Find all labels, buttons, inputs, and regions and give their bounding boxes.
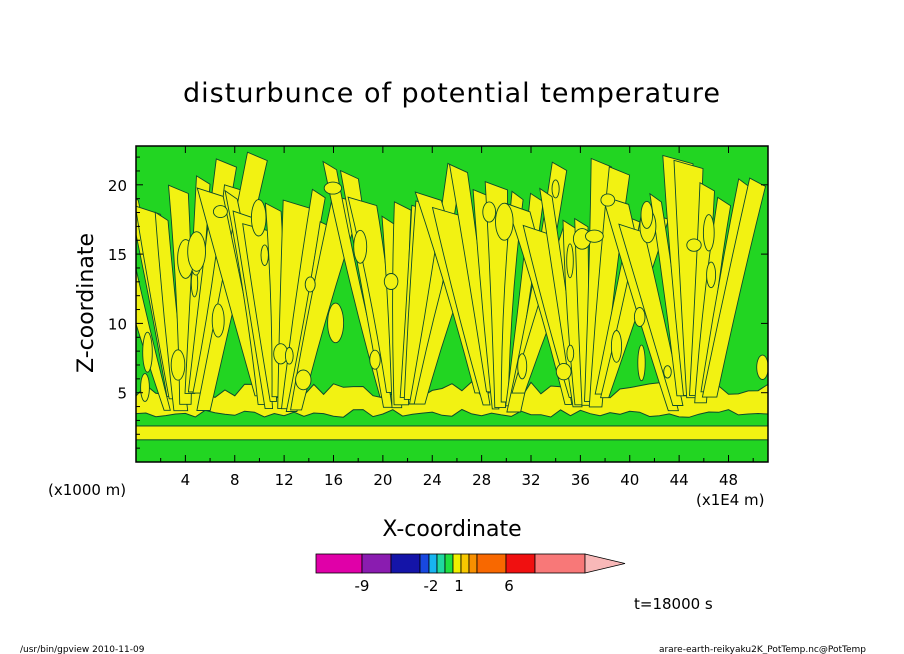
- colorbar-segment: [436, 553, 446, 574]
- y-tick-label: 10: [108, 315, 127, 333]
- colorbar-label: -9: [355, 577, 370, 595]
- x-tick-label: 32: [521, 471, 540, 489]
- warm-blob: [637, 344, 646, 382]
- colorbar-label: 6: [504, 577, 514, 595]
- x-tick-label: 24: [423, 471, 442, 489]
- colorbar-label: 1: [454, 577, 464, 595]
- y-tick-label: 5: [117, 385, 127, 403]
- warm-blob: [260, 244, 269, 266]
- warm-blob: [585, 229, 604, 243]
- x-tick-label: 16: [324, 471, 343, 489]
- x-tick-label: 40: [620, 471, 639, 489]
- colorbar-segment: [534, 553, 586, 574]
- warm-blob: [517, 353, 528, 380]
- bottom-warm-band: [136, 425, 768, 441]
- x-scale-label: (x1E4 m): [696, 491, 765, 509]
- warm-blob: [482, 201, 497, 223]
- x-tick-label: 44: [670, 471, 689, 489]
- colorbar-segment: [460, 553, 470, 574]
- warm-blob: [663, 365, 672, 379]
- warm-blob: [551, 179, 560, 199]
- warm-blob: [383, 273, 399, 290]
- colorbar-segment: [390, 553, 421, 574]
- warm-blob: [295, 369, 312, 391]
- x-axis-title: X-coordinate: [382, 517, 521, 542]
- warm-blob: [706, 261, 717, 289]
- y-axis-title: Z-coordinate: [74, 233, 99, 373]
- temperature-field: [136, 151, 768, 441]
- footer-left: /usr/bin/gpview 2010-11-09: [20, 645, 145, 654]
- warm-blob: [600, 193, 616, 207]
- colorbar-segment: [476, 553, 507, 574]
- y-tick-label: 20: [108, 177, 127, 195]
- colorbar-segment: [468, 553, 478, 574]
- warm-blob: [633, 307, 646, 327]
- x-tick-label: 4: [181, 471, 191, 489]
- warm-blob: [212, 205, 228, 219]
- warm-blob: [250, 199, 267, 237]
- plot-frame: [135, 145, 769, 463]
- warm-blob: [170, 349, 186, 381]
- colorbar-segment: [452, 553, 462, 574]
- warm-blob: [610, 330, 623, 363]
- chart-title: disturbunce of potential temperature: [183, 78, 721, 109]
- time-label: t=18000 s: [634, 595, 713, 613]
- warm-blob: [686, 238, 702, 252]
- warm-blob: [702, 214, 715, 252]
- y-tick-label: 15: [108, 246, 127, 264]
- colorbar-segment: [505, 553, 536, 574]
- warm-blob: [140, 373, 150, 402]
- warm-blob: [323, 181, 343, 195]
- warm-blob: [640, 200, 654, 229]
- warm-plume-streak: [701, 177, 767, 398]
- warm-plume-streak: [136, 266, 171, 411]
- warm-blob: [142, 331, 153, 373]
- warm-blob: [555, 362, 572, 381]
- warm-blob: [211, 303, 225, 338]
- x-tick-label: 28: [472, 471, 491, 489]
- colorbar-segment: [428, 553, 438, 574]
- colorbar-segment: [419, 553, 430, 574]
- x-tick-label: 12: [275, 471, 294, 489]
- colorbar-segment: [361, 553, 392, 574]
- warm-blob: [353, 229, 368, 264]
- warm-blob: [187, 231, 206, 272]
- footer-right: arare-earth-reikyaku2K_PotTemp.nc@PotTem…: [659, 645, 866, 654]
- warm-blob: [566, 344, 575, 363]
- x-tick-label: 8: [230, 471, 240, 489]
- colorbar-segment: [444, 553, 454, 574]
- x-tick-label: 36: [571, 471, 590, 489]
- warm-plume-streak: [500, 190, 524, 403]
- colorbar: -9 -2 1 6: [315, 553, 626, 595]
- y-axis: 5 10 15 20: [108, 156, 768, 449]
- x-unit-label: (x1000 m): [48, 481, 126, 499]
- warm-blob: [304, 276, 316, 293]
- warm-blob: [327, 302, 345, 344]
- warm-blob: [284, 347, 294, 365]
- colorbar-label: -2: [424, 577, 439, 595]
- warm-blob: [495, 202, 514, 241]
- warm-blob: [369, 349, 381, 370]
- x-axis: 4 8 12 16 20 24 28 32 36 40 44 48: [160, 146, 754, 489]
- colorbar-arrow: [584, 553, 626, 574]
- warm-blob: [566, 243, 574, 279]
- x-tick-label: 48: [719, 471, 738, 489]
- x-tick-label: 20: [373, 471, 392, 489]
- plot-area: [136, 146, 768, 462]
- colorbar-segment: [315, 553, 363, 574]
- warm-blob: [756, 354, 768, 380]
